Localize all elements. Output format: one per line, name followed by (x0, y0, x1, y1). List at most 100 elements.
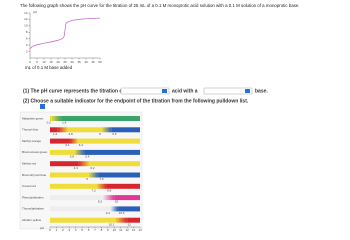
transition-range (102, 195, 115, 201)
indicator-dropdown[interactable] (40, 104, 45, 109)
x-tick-label: 12 (125, 228, 129, 232)
color-region (50, 149, 75, 155)
color-region (50, 195, 103, 201)
range-label: 10.6 (119, 211, 125, 215)
dropdown-button[interactable] (245, 89, 250, 93)
color-region (98, 172, 140, 178)
y-tick-label: 12 (24, 17, 28, 21)
indicator-name: Cresol red (22, 184, 36, 188)
x-tick-label: 35 (77, 60, 81, 64)
indicator-name: Phenolphthalein (22, 195, 44, 199)
indicator-name: Methyl orange (22, 139, 41, 143)
y-tick-label: 8 (26, 30, 28, 34)
range-label: 3.8 (70, 154, 75, 158)
range-label: 3.1 (65, 143, 70, 147)
range-label: 10 (115, 200, 119, 204)
indicator-name: Alizarin yellow (22, 218, 42, 222)
y-tick-label: 14 (24, 11, 28, 15)
y-tick-label: 10 (24, 24, 28, 28)
color-region (111, 127, 140, 133)
x-tick-label: 5 (36, 60, 38, 64)
range-label: 2.8 (69, 132, 74, 136)
color-region (78, 138, 140, 144)
question-text: (2) Choose a suitable indicator for the … (23, 98, 249, 104)
color-region (50, 138, 70, 144)
color-region (50, 127, 58, 133)
color-region (50, 161, 79, 167)
y-tick-label: 4 (26, 43, 28, 47)
indicator-name: Thymolphthalein (22, 207, 44, 211)
transition-range (51, 116, 62, 121)
x-tick-label: 50 (98, 60, 102, 64)
indicator-name: Malachite green (22, 116, 44, 120)
range-label: 4.4 (79, 143, 84, 147)
range-label: 0.2 (47, 121, 52, 125)
range-label: 8.8 (107, 188, 112, 192)
transition-range (88, 172, 99, 178)
range-label: 7.6 (99, 177, 104, 181)
color-region (50, 116, 52, 121)
ph-curve (29, 17, 101, 49)
question-text: base. (255, 88, 268, 94)
x-tick-label: 0 (29, 60, 31, 64)
color-region (106, 183, 140, 189)
x-tick-label: 10 (113, 228, 117, 232)
x-tick-label: 3 (68, 228, 70, 232)
x-tick-label: 45 (91, 60, 95, 64)
x-tick-label: 8 (101, 228, 103, 232)
transition-range (110, 206, 119, 212)
color-region (50, 206, 111, 212)
x-tick-label: 14 (138, 228, 142, 232)
x-tick-label: 6 (88, 228, 90, 232)
x-axis-label: pH (40, 226, 44, 230)
x-tick-label: 11 (119, 228, 122, 232)
transition-range (101, 127, 112, 133)
range-label: 6 (86, 177, 88, 181)
transition-range (57, 127, 68, 133)
indicator-name: Bromothymol blue (22, 173, 47, 177)
color-region (50, 183, 97, 189)
x-tick-label: 25 (63, 60, 67, 64)
transition-range (114, 217, 128, 223)
x-tick-label: 30 (70, 60, 74, 64)
range-label: 8 (99, 132, 101, 136)
transition-range (96, 183, 107, 189)
range-label: 9.4 (106, 211, 111, 215)
range-label: 6.2 (90, 166, 95, 170)
transition-range (74, 149, 85, 155)
color-region (50, 172, 89, 178)
range-label: 9.6 (112, 132, 117, 136)
x-tick-label: 1 (56, 228, 58, 232)
color-region (61, 116, 141, 121)
range-label: 7.2 (92, 188, 97, 192)
x-tick-label: 2 (62, 228, 64, 232)
color-region (114, 195, 140, 201)
color-region (50, 217, 115, 223)
color-region (68, 127, 102, 133)
dropdown-button[interactable] (162, 89, 167, 93)
x-tick-label: 4 (75, 228, 77, 232)
y-axis-label: pH (33, 10, 37, 14)
x-tick-label: 10 (42, 60, 46, 64)
x-tick-label: 20 (56, 60, 60, 64)
x-tick-label: 9 (107, 228, 109, 232)
dropdown[interactable] (120, 87, 170, 95)
color-region (89, 161, 140, 167)
transition-range (78, 161, 90, 167)
y-tick-label: 2 (26, 49, 28, 53)
y-tick-label: 6 (26, 37, 28, 41)
x-tick-label: 0 (49, 228, 51, 232)
color-region (127, 217, 140, 223)
range-label: 4.4 (74, 166, 79, 170)
range-label: 10.1 (109, 222, 115, 226)
dropdown[interactable] (203, 87, 253, 95)
indicator-name: Bromocresol green (22, 150, 48, 154)
range-label: 1.2 (53, 132, 58, 136)
range-label: 5.4 (85, 154, 90, 158)
x-tick-label: 13 (132, 228, 136, 232)
x-axis-label: mL of 0.1 M base added (25, 65, 73, 70)
intro-text: The following graph shows the pH curve f… (20, 3, 300, 8)
question-text: (1) The pH curve represents the titratio… (23, 88, 129, 94)
